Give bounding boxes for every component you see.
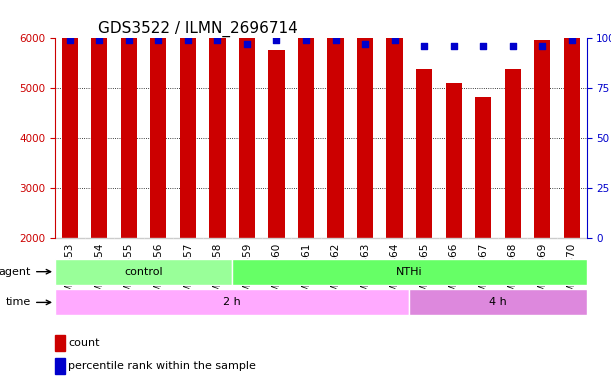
Bar bbox=[387, 2, 403, 238]
Bar bbox=[445, 83, 462, 238]
Point bbox=[448, 43, 458, 50]
Point bbox=[478, 43, 488, 50]
Bar bbox=[357, 0, 373, 238]
Point bbox=[301, 37, 311, 43]
Bar bbox=[150, 0, 166, 238]
Bar bbox=[121, 11, 137, 238]
Point bbox=[153, 37, 163, 43]
Point bbox=[183, 37, 193, 43]
Bar bbox=[91, 0, 108, 238]
Bar bbox=[62, 0, 78, 238]
Point bbox=[508, 43, 518, 50]
FancyBboxPatch shape bbox=[232, 259, 587, 285]
Bar bbox=[180, 0, 196, 238]
Text: GDS3522 / ILMN_2696714: GDS3522 / ILMN_2696714 bbox=[98, 21, 298, 37]
Point bbox=[390, 37, 400, 43]
Point bbox=[538, 43, 547, 50]
Point bbox=[242, 41, 252, 48]
Bar bbox=[239, 24, 255, 238]
Point bbox=[65, 37, 75, 43]
Point bbox=[271, 37, 281, 43]
Bar bbox=[55, 335, 65, 351]
Bar bbox=[268, 50, 285, 238]
Bar bbox=[298, 23, 314, 238]
Point bbox=[331, 37, 340, 43]
Text: time: time bbox=[6, 297, 51, 308]
Text: 4 h: 4 h bbox=[489, 297, 507, 308]
Point bbox=[360, 41, 370, 48]
Bar bbox=[210, 0, 225, 238]
FancyBboxPatch shape bbox=[409, 290, 587, 315]
Point bbox=[419, 43, 429, 50]
Bar bbox=[327, 0, 343, 238]
Bar bbox=[564, 23, 580, 238]
Bar bbox=[505, 70, 521, 238]
Text: percentile rank within the sample: percentile rank within the sample bbox=[68, 361, 256, 371]
Text: control: control bbox=[124, 266, 163, 277]
Text: NTHi: NTHi bbox=[396, 266, 423, 277]
Point bbox=[94, 37, 104, 43]
Point bbox=[124, 37, 134, 43]
Bar bbox=[534, 40, 551, 238]
FancyBboxPatch shape bbox=[55, 259, 232, 285]
FancyBboxPatch shape bbox=[55, 290, 409, 315]
Bar bbox=[416, 70, 432, 238]
Point bbox=[213, 37, 222, 43]
Bar bbox=[55, 358, 65, 374]
Text: agent: agent bbox=[0, 266, 51, 277]
Point bbox=[567, 37, 577, 43]
Text: count: count bbox=[68, 338, 100, 348]
Text: 2 h: 2 h bbox=[223, 297, 241, 308]
Bar bbox=[475, 97, 491, 238]
